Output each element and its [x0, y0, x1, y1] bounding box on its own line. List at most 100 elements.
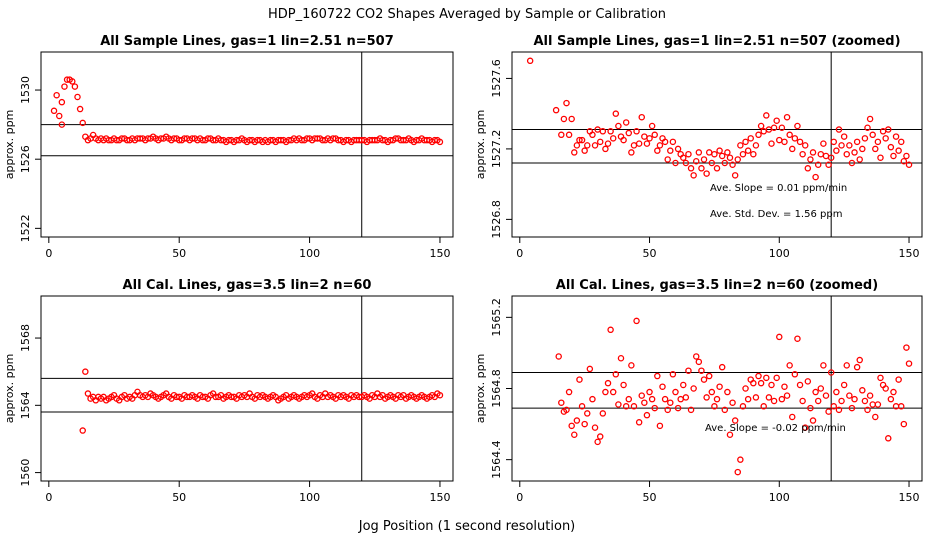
data-point: [638, 113, 645, 121]
data-point: [591, 424, 599, 431]
data-point: [887, 143, 895, 151]
data-point: [571, 431, 578, 438]
data-point: [646, 135, 653, 142]
data-point: [58, 98, 66, 106]
data-point: [594, 438, 601, 446]
data-point: [794, 335, 801, 342]
data-point: [584, 410, 591, 417]
data-point: [602, 388, 609, 396]
data-point: [643, 140, 651, 147]
x-tick-label: 150: [899, 247, 920, 260]
x-tick-label: 0: [516, 491, 523, 504]
data-point: [809, 149, 817, 156]
data-point: [599, 128, 607, 135]
data-point: [630, 403, 638, 410]
data-point: [71, 83, 79, 90]
data-point: [765, 394, 773, 401]
data-point: [807, 404, 814, 412]
data-point: [620, 381, 627, 389]
y-tick-label: 1560: [19, 459, 32, 487]
data-point: [612, 371, 620, 378]
data-point: [822, 392, 830, 399]
x-tick-label: 150: [429, 247, 450, 260]
data-point: [651, 404, 658, 412]
data-point: [669, 371, 677, 378]
data-point: [680, 154, 687, 161]
data-point: [718, 363, 726, 371]
data-point: [79, 427, 86, 434]
data-point: [596, 138, 604, 146]
data-point: [581, 147, 588, 154]
data-point: [822, 152, 830, 160]
data-point: [890, 152, 897, 160]
x-tick-label: 50: [643, 491, 657, 504]
data-point: [739, 150, 747, 158]
data-point: [838, 397, 845, 405]
data-point: [664, 156, 671, 163]
x-tick-label: 100: [299, 491, 320, 504]
data-point: [617, 355, 625, 362]
data-point: [672, 159, 679, 167]
data-point: [757, 122, 765, 130]
data-point: [604, 379, 612, 387]
data-point: [838, 142, 845, 149]
data-point: [729, 399, 736, 406]
x-tick-label: 50: [643, 247, 657, 260]
data-point: [737, 456, 744, 463]
data-point: [615, 122, 622, 130]
data-point: [861, 135, 869, 142]
y-axis-label: approx. ppm: [3, 110, 16, 180]
panel-1: All Sample Lines, gas=1 lin=2.51 n=507 0 5…: [3, 34, 454, 260]
data-point: [848, 159, 856, 167]
data-point: [869, 401, 876, 408]
data-point: [573, 142, 581, 149]
data-point: [628, 149, 635, 156]
data-point: [685, 367, 692, 374]
data-point: [716, 147, 723, 154]
data-point: [900, 157, 908, 165]
data-point: [882, 385, 889, 392]
data-point: [859, 145, 866, 153]
data-point: [786, 131, 793, 139]
data-point: [874, 401, 882, 408]
data-point: [436, 138, 444, 146]
y-tick-label: 1568: [19, 324, 32, 352]
x-tick-label: 100: [299, 247, 320, 260]
data-point: [895, 376, 902, 383]
data-point: [734, 468, 742, 476]
data-point: [573, 417, 581, 424]
data-point: [825, 161, 832, 169]
data-point: [752, 142, 760, 149]
data-point: [812, 173, 819, 181]
y-tick-label: 1526.8: [490, 200, 503, 239]
data-point: [563, 406, 570, 414]
data-point: [695, 149, 703, 156]
panel-title: All Sample Lines, gas=1 lin=2.51 n=507 (…: [533, 34, 900, 49]
data-point: [799, 397, 806, 405]
data-point: [757, 379, 765, 387]
data-point: [814, 161, 822, 169]
data-point: [812, 388, 819, 396]
data-point: [892, 133, 900, 140]
data-point: [885, 435, 892, 442]
data-point: [835, 406, 843, 414]
data-point: [648, 395, 656, 403]
data-point: [711, 403, 718, 410]
data-point: [840, 381, 848, 389]
data-point: [752, 394, 760, 401]
data-point: [607, 128, 614, 135]
data-point: [589, 131, 596, 139]
data-point: [760, 403, 767, 410]
data-point: [773, 374, 780, 382]
data-point: [558, 131, 565, 139]
data-point: [711, 150, 718, 158]
data-point: [747, 135, 754, 142]
data-point: [724, 388, 731, 396]
data-point: [61, 83, 68, 90]
data-point: [552, 106, 560, 114]
x-tick-label: 150: [429, 491, 450, 504]
x-tick-label: 50: [172, 491, 186, 504]
data-point: [851, 395, 858, 403]
data-point: [742, 138, 749, 146]
data-point: [874, 138, 882, 146]
